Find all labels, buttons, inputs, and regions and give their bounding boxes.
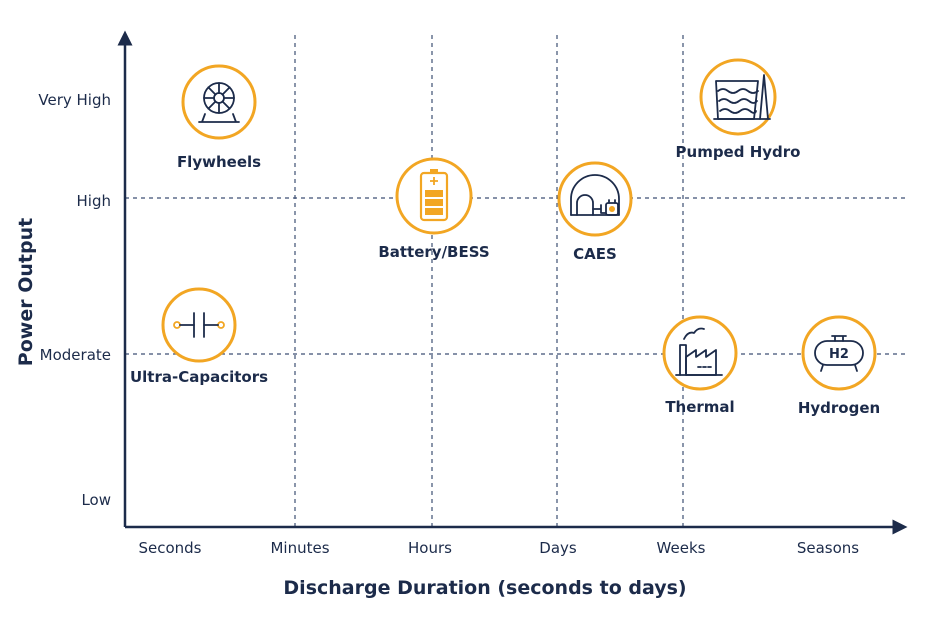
point-marker-thermal — [662, 315, 738, 391]
point-label-caes: CAES — [573, 245, 617, 263]
x-tick-labels: Seconds Minutes Hours Days Weeks Seasons — [138, 539, 859, 557]
x-tick-minutes: Minutes — [270, 539, 329, 557]
y-tick-moderate: Moderate — [40, 346, 111, 364]
point-thermal: Thermal — [662, 315, 738, 416]
hydrogen-icon: H2 — [814, 335, 864, 372]
x-tick-days: Days — [539, 539, 577, 557]
hydrogen-badge: H2 — [829, 347, 849, 362]
point-marker-flywheels — [181, 64, 257, 140]
point-label-battery-bess: Battery/BESS — [378, 243, 489, 261]
capacitor-icon — [173, 312, 225, 338]
x-tick-seasons: Seasons — [797, 539, 859, 557]
y-tick-high: High — [77, 192, 111, 210]
battery-icon — [419, 169, 449, 222]
point-marker-pumped-hydro — [699, 58, 777, 136]
point-label-flywheels: Flywheels — [177, 153, 261, 171]
x-axis-title: Discharge Duration (seconds to days) — [283, 577, 686, 599]
pumped-hydro-icon — [713, 74, 771, 120]
x-tick-weeks: Weeks — [657, 539, 706, 557]
point-label-pumped-hydro: Pumped Hydro — [676, 143, 801, 161]
data-points: Flywheels Ultra-Capacitors Battery/BESS CAE… — [130, 58, 880, 417]
y-tick-very-high: Very High — [38, 91, 111, 109]
point-ultra-capacitors: Ultra-Capacitors — [130, 287, 268, 386]
point-pumped-hydro: Pumped Hydro — [676, 58, 801, 161]
grid-lines — [125, 35, 905, 527]
point-caes: CAES — [557, 161, 633, 263]
y-tick-labels: Low Moderate High Very High — [38, 91, 111, 509]
point-marker-ultra-capacitors — [161, 287, 237, 363]
point-label-ultra-capacitors: Ultra-Capacitors — [130, 368, 268, 386]
point-battery-bess: Battery/BESS — [378, 157, 490, 261]
point-flywheels: Flywheels — [177, 64, 261, 171]
point-label-hydrogen: Hydrogen — [798, 399, 880, 417]
point-hydrogen: H2 Hydrogen — [798, 315, 880, 417]
flywheel-icon — [198, 82, 240, 123]
y-tick-low: Low — [81, 491, 111, 509]
x-tick-hours: Hours — [408, 539, 452, 557]
y-axis-title: Power Output — [15, 218, 37, 366]
point-marker-caes — [557, 161, 633, 237]
point-label-thermal: Thermal — [665, 398, 734, 416]
thermal-icon — [675, 327, 723, 376]
caes-icon — [570, 174, 620, 216]
x-tick-seconds: Seconds — [138, 539, 201, 557]
